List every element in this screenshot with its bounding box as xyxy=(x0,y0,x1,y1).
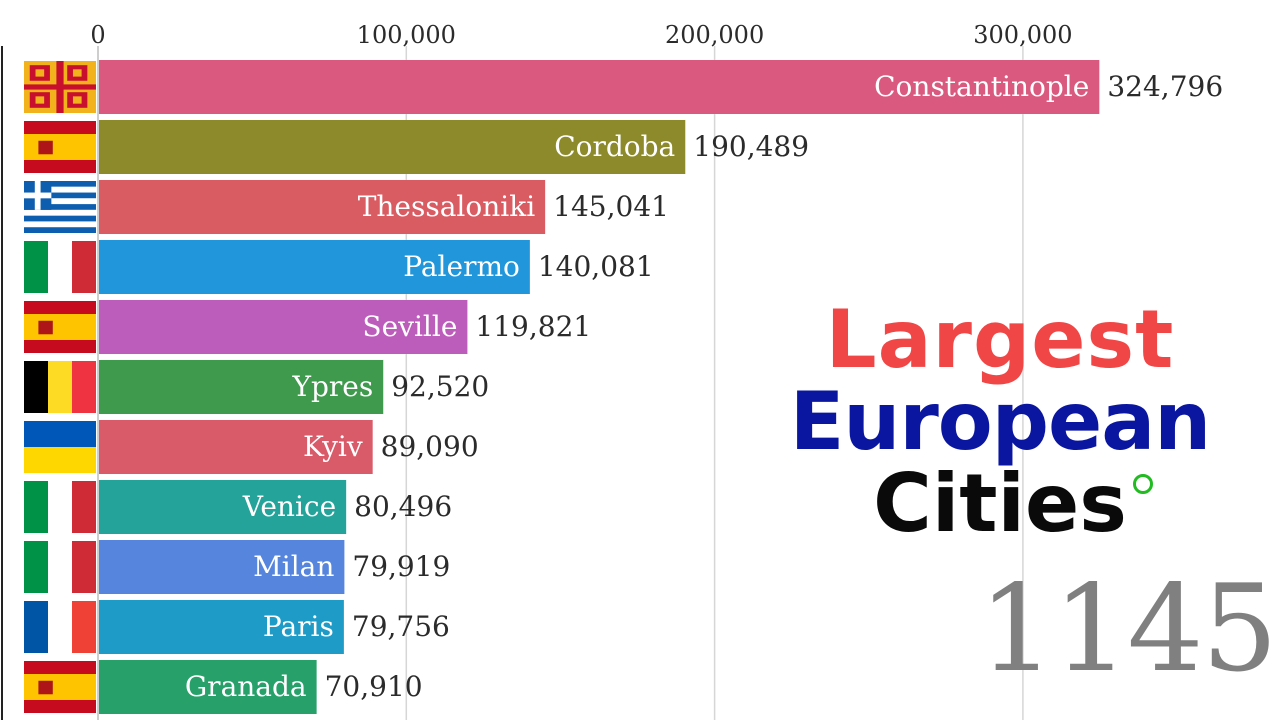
bar-category-label: Kyiv xyxy=(303,430,363,463)
title-line-cities-text: Cities xyxy=(873,457,1127,550)
bar-value-label: 140,081 xyxy=(538,250,654,283)
bar-value-label: 89,090 xyxy=(381,430,479,463)
bar-category-label: Milan xyxy=(253,550,334,583)
x-tick-label: 0 xyxy=(90,21,105,49)
italy-flag-icon xyxy=(24,481,96,533)
bar xyxy=(99,180,546,234)
bar-value-label: 70,910 xyxy=(325,670,423,703)
bar-category-label: Thessaloniki xyxy=(358,190,535,223)
x-tick-label: 100,000 xyxy=(357,21,456,49)
bar-value-label: 145,041 xyxy=(553,190,669,223)
logo-dot-icon xyxy=(1132,474,1153,494)
france-flag-icon xyxy=(24,601,96,653)
bar xyxy=(99,240,530,294)
year-label: 1145 xyxy=(978,560,1278,699)
bar-value-label: 190,489 xyxy=(693,130,809,163)
title-line-largest: Largest xyxy=(825,293,1175,386)
spain-flag-icon xyxy=(24,301,96,353)
spain-flag-icon xyxy=(24,121,96,173)
title-line-european: European xyxy=(789,375,1211,468)
bar xyxy=(99,600,344,654)
bar xyxy=(99,540,345,594)
bar xyxy=(99,300,468,354)
x-tick-label: 300,000 xyxy=(973,21,1072,49)
greece-flag-icon xyxy=(24,181,96,233)
bar-category-label: Cordoba xyxy=(554,130,675,163)
bar xyxy=(99,660,317,714)
bar-value-label: 80,496 xyxy=(354,490,452,523)
bar-value-label: 79,919 xyxy=(352,550,450,583)
bar-category-label: Venice xyxy=(242,490,336,523)
bar-value-label: 324,796 xyxy=(1107,70,1223,103)
ukraine-flag-icon xyxy=(24,421,96,473)
bar xyxy=(99,120,686,174)
bar-value-label: 92,520 xyxy=(391,370,489,403)
bar-category-label: Constantinople xyxy=(874,70,1089,103)
bar xyxy=(99,420,373,474)
bar-category-label: Palermo xyxy=(403,250,520,283)
chart-title: Largest European Cities xyxy=(740,300,1260,544)
bar-category-label: Seville xyxy=(362,310,457,343)
byzantine-flag-icon xyxy=(24,61,96,113)
italy-flag-icon xyxy=(24,541,96,593)
bar-value-label: 119,821 xyxy=(475,310,591,343)
x-tick-label: 200,000 xyxy=(665,21,764,49)
bar-category-label: Paris xyxy=(263,610,334,643)
bar-category-label: Granada xyxy=(185,670,307,703)
bar xyxy=(99,360,384,414)
spain-flag-icon xyxy=(24,661,96,713)
bar-value-label: 79,756 xyxy=(352,610,450,643)
bar xyxy=(99,60,1100,114)
bar xyxy=(99,480,347,534)
italy-flag-icon xyxy=(24,241,96,293)
title-line-cities: Cities xyxy=(873,464,1153,544)
belgium-flag-icon xyxy=(24,361,96,413)
bar-category-label: Ypres xyxy=(292,370,374,403)
